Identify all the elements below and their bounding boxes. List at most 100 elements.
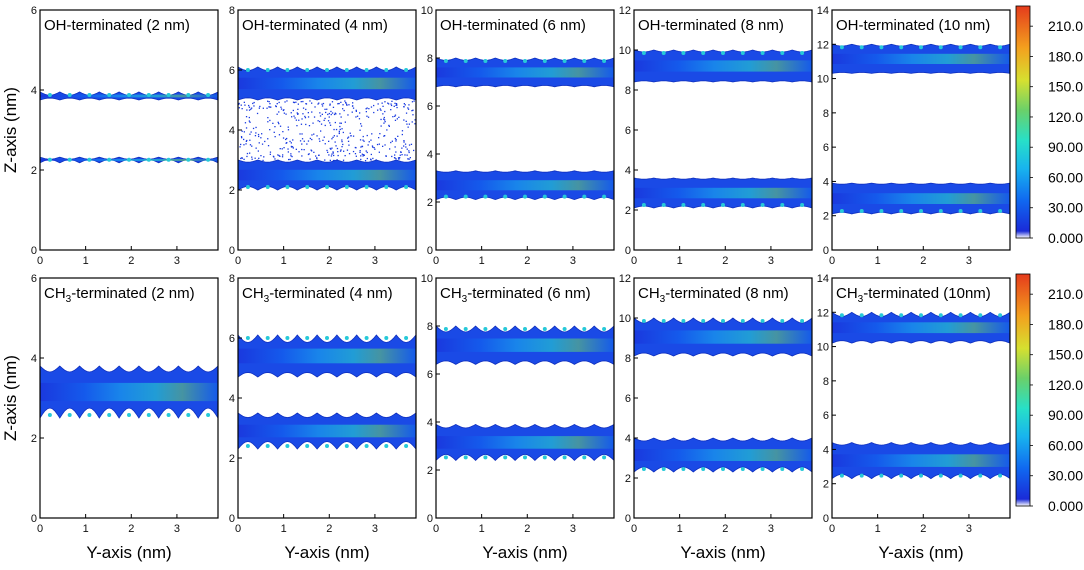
- density-dot: [390, 109, 392, 111]
- density-dot: [331, 138, 333, 140]
- density-dot: [360, 123, 362, 125]
- density-hotspot: [879, 473, 884, 478]
- y-tick-label: 0: [823, 513, 829, 525]
- density-dot: [275, 105, 277, 107]
- density-dot: [291, 116, 293, 118]
- density-hotspot: [305, 68, 310, 72]
- density-hotspot: [740, 203, 745, 207]
- density-hotspot: [463, 327, 468, 331]
- density-hotspot: [87, 413, 92, 417]
- y-tick-label: 4: [823, 176, 829, 188]
- density-dot: [311, 111, 313, 113]
- density-dot: [282, 154, 284, 156]
- plot-area: [238, 10, 416, 250]
- density-hotspot: [67, 157, 72, 162]
- density-dot: [355, 155, 357, 157]
- density-dot: [294, 117, 296, 119]
- density-hotspot: [404, 444, 409, 448]
- density-hotspot: [186, 157, 191, 162]
- density-dot: [328, 112, 330, 115]
- x-axis-label: Y-axis (nm): [284, 543, 369, 562]
- density-hotspot: [265, 336, 270, 340]
- density-dot: [340, 101, 342, 103]
- density-dot: [330, 113, 332, 116]
- density-dot: [290, 146, 293, 148]
- density-dot: [347, 114, 349, 116]
- density-dot: [395, 138, 397, 141]
- density-dot: [336, 147, 339, 150]
- density-dot: [284, 101, 286, 103]
- density-dot: [378, 143, 380, 145]
- density-dot: [301, 143, 303, 145]
- density-dot: [285, 113, 287, 115]
- density-dot: [336, 135, 338, 137]
- density-hotspot: [107, 413, 112, 417]
- density-hotspot: [87, 157, 92, 162]
- density-dot: [390, 141, 392, 144]
- density-dot: [251, 145, 253, 147]
- density-dot: [267, 100, 269, 102]
- density-dot: [348, 104, 350, 106]
- density-dot: [365, 150, 367, 152]
- density-hotspot: [582, 59, 587, 63]
- density-dot: [335, 145, 337, 147]
- density-dot: [359, 129, 361, 131]
- density-hotspot: [443, 455, 448, 460]
- y-tick-label: 2: [427, 465, 433, 477]
- plot-area: [40, 10, 218, 250]
- density-dot: [311, 150, 313, 152]
- density-dot: [300, 101, 302, 103]
- density-dot: [293, 115, 295, 117]
- density-dot: [319, 115, 322, 117]
- density-hotspot: [661, 319, 666, 323]
- density-band-core: [832, 53, 1010, 64]
- density-dot: [319, 112, 321, 114]
- density-dot: [398, 116, 400, 118]
- density-dot: [382, 113, 384, 115]
- density-hotspot: [364, 444, 369, 448]
- density-dot: [268, 101, 270, 103]
- density-hotspot: [998, 45, 1003, 50]
- density-band-core: [238, 77, 416, 90]
- density-dot: [383, 116, 385, 119]
- density-dot: [258, 135, 260, 138]
- x-axis-label: Y-axis (nm): [878, 543, 963, 562]
- density-hotspot: [483, 194, 488, 199]
- y-tick-label: 8: [823, 376, 829, 388]
- density-dot: [269, 153, 271, 155]
- density-dot: [308, 153, 310, 155]
- y-axis-label: Z-axis (nm): [1, 355, 20, 441]
- density-dot: [255, 132, 257, 134]
- density-dot: [283, 147, 285, 149]
- y-tick-label: 8: [229, 5, 235, 17]
- x-tick-label: 1: [479, 523, 485, 535]
- density-hotspot: [344, 185, 349, 189]
- density-dot: [408, 104, 410, 106]
- density-hotspot: [47, 157, 52, 162]
- density-dot: [241, 157, 243, 159]
- y-tick-label: 4: [229, 125, 235, 137]
- x-tick-label: 2: [722, 523, 728, 535]
- density-dot: [339, 150, 342, 152]
- density-hotspot: [67, 413, 72, 417]
- density-dot: [248, 109, 251, 111]
- density-dot: [406, 148, 408, 150]
- x-tick-label: 0: [37, 523, 43, 535]
- density-dot: [253, 101, 255, 104]
- density-hotspot: [958, 209, 963, 213]
- density-dot: [393, 105, 395, 107]
- density-dot: [348, 144, 350, 146]
- y-tick-label: 14: [817, 273, 829, 285]
- density-dot: [301, 118, 303, 120]
- density-hotspot: [305, 185, 310, 189]
- density-dot: [286, 137, 288, 140]
- density-hotspot: [483, 327, 488, 331]
- density-dot: [324, 108, 326, 110]
- density-hotspot: [661, 467, 666, 471]
- density-dot: [330, 110, 332, 113]
- x-tick-label: 2: [524, 523, 530, 535]
- density-dot: [269, 129, 271, 131]
- density-dot: [243, 158, 245, 160]
- density-dot: [370, 158, 372, 160]
